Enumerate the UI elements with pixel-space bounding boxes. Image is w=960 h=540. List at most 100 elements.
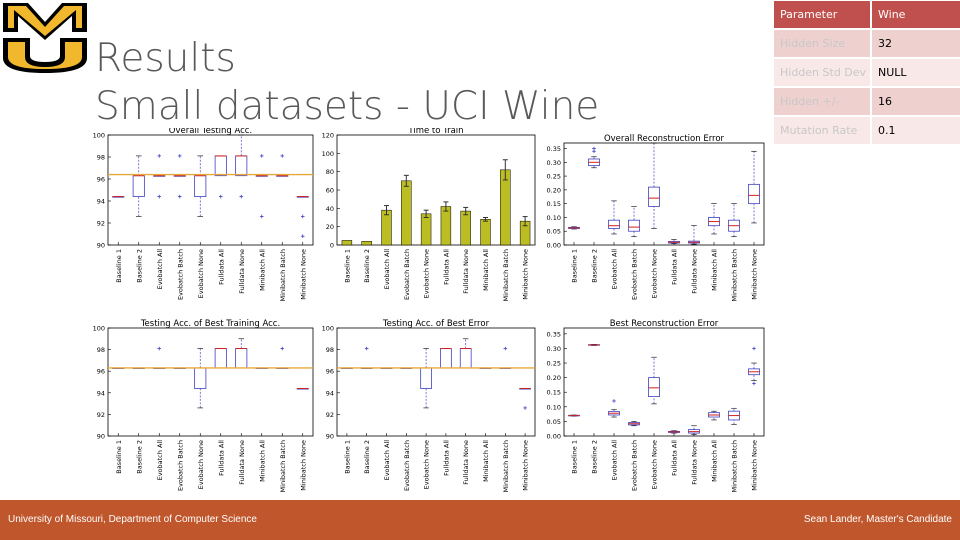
chart-title: Overall Reconstruction Error [604, 134, 725, 144]
x-tick-label: Evobatch Batch [631, 249, 639, 300]
y-tick-label: 100 [93, 132, 105, 140]
box-iqr [748, 183, 760, 205]
y-tick-label: 94 [326, 389, 334, 397]
chart-title: Overall Testing Acc. [169, 128, 252, 136]
x-tick-label: Fulldata All [671, 440, 679, 476]
box-iqr [628, 219, 640, 232]
x-tick-label: Minibatch Batch [279, 249, 287, 301]
x-tick-label: Evobatch None [651, 440, 659, 489]
x-tick-label: Baseline 1 [571, 440, 579, 474]
x-tick-label: Minibatch All [258, 249, 266, 291]
x-tick-label: Fulldata All [217, 249, 225, 285]
logo-u [3, 38, 87, 73]
x-tick-label: Minibatch Batch [731, 249, 739, 301]
x-tick-label: Minibatch Batch [731, 440, 739, 492]
chart-title: Testing Acc. of Best Training Acc. [140, 319, 280, 329]
parameter-key: Mutation Rate [774, 116, 871, 146]
time-bar [440, 206, 452, 246]
y-tick-label: 90 [97, 433, 105, 441]
time-bar [401, 180, 412, 246]
x-tick-label: Minibatch All [482, 440, 490, 482]
x-tick-label: Evobatch All [611, 249, 619, 290]
time-bar [480, 219, 491, 246]
y-tick-label: 0.10 [547, 403, 561, 411]
university-logo [3, 3, 87, 73]
footer-affiliation: University of Missouri, Department of Co… [8, 514, 257, 525]
plot-frame [107, 134, 314, 246]
x-tick-label: Evobatch None [651, 249, 659, 298]
slide-title: Results [95, 36, 236, 81]
y-tick-label: 94 [97, 389, 105, 397]
y-tick-label: 120 [322, 132, 334, 140]
x-tick-label: Fulldata All [217, 440, 225, 476]
x-tick-label: Minibatch None [522, 249, 530, 300]
x-tick-label: Minibatch Batch [279, 440, 287, 492]
chart-panel: Testing Acc. of Best Error 90 92 94 96 98 100 B… [322, 319, 536, 492]
x-tick-label: Fulldata None [691, 249, 699, 294]
y-tick-label: 0.05 [547, 228, 561, 236]
x-tick-label: Evobatch None [197, 249, 205, 298]
x-tick-label: Evobatch Batch [176, 249, 184, 300]
x-tick-label: Evobatch None [423, 440, 431, 489]
y-tick-label: 98 [97, 154, 105, 162]
y-tick-label: 92 [97, 220, 105, 228]
y-tick-label: 0.15 [547, 389, 561, 397]
x-tick-label: Minibatch None [522, 440, 530, 491]
plot-frame [336, 327, 536, 437]
time-bar [460, 210, 471, 246]
y-tick-label: 100 [322, 150, 334, 158]
parameter-key: Hidden +/- [774, 87, 871, 117]
time-bar [361, 241, 372, 246]
y-tick-label: 92 [97, 411, 105, 419]
results-figure: Overall Testing Acc. 90 92 94 96 98 100 Baselin… [90, 126, 773, 500]
y-tick-label: 0.25 [547, 360, 561, 368]
y-tick-label: 0 [330, 242, 334, 250]
x-tick-label: Evobatch Batch [403, 440, 411, 491]
x-tick-label: Minibatch Batch [502, 249, 510, 301]
chart-panel: Overall Testing Acc. 90 92 94 96 98 100 Baselin… [93, 126, 314, 301]
y-tick-label: 0.10 [547, 214, 561, 222]
x-tick-label: Minibatch All [258, 440, 266, 482]
x-tick-label: Evobatch All [383, 440, 391, 481]
chart-panel: Best Reconstruction Error 0.00 0.05 0.10 0.1… [547, 319, 765, 492]
footer-bar: University of Missouri, Department of Co… [0, 500, 960, 540]
x-tick-label: Minibatch All [711, 440, 719, 482]
y-tick-label: 100 [93, 325, 105, 333]
y-tick-label: 40 [326, 205, 334, 213]
y-tick-label: 0.00 [547, 242, 561, 250]
y-tick-label: 0.20 [547, 374, 561, 382]
time-bar [341, 240, 353, 246]
parameter-table-header: Parameter Wine [774, 1, 960, 30]
y-tick-label: 90 [97, 242, 105, 250]
y-tick-label: 96 [326, 368, 334, 376]
x-tick-label: Baseline 1 [343, 249, 351, 283]
footer-author: Sean Lander, Master's Candidate [803, 514, 952, 525]
x-tick-label: Fulldata None [238, 249, 246, 294]
x-tick-label: Baseline 1 [115, 440, 123, 474]
results-figure-svg: Overall Testing Acc. 90 92 94 96 98 100 Baselin… [93, 126, 765, 492]
x-tick-label: Minibatch None [751, 440, 759, 491]
y-tick-label: 98 [326, 346, 334, 354]
parameter-key: Hidden Std Dev [774, 58, 871, 88]
chart-title: Best Reconstruction Error [610, 319, 719, 329]
parameter-row: Hidden Size 32 [774, 29, 960, 59]
x-tick-label: Baseline 2 [363, 440, 371, 474]
y-tick-label: 96 [97, 368, 105, 376]
x-tick-label: Fulldata None [462, 440, 470, 485]
chart-panel: Time to Train 0 20 40 60 80 100 120 Baseline 1 Ba… [322, 126, 536, 301]
box-iqr [648, 377, 660, 397]
y-tick-label: 0.05 [547, 418, 561, 426]
parameter-row: Hidden Std Dev NULL [774, 58, 960, 88]
x-tick-label: Baseline 2 [363, 249, 371, 283]
y-tick-label: 0.00 [547, 433, 561, 441]
logo-m [3, 3, 87, 40]
x-tick-label: Minibatch None [299, 249, 307, 300]
parameter-key: Hidden Size [774, 29, 871, 59]
parameter-table: Parameter Wine Hidden Size 32 Hidden Std… [774, 1, 960, 146]
x-tick-label: Evobatch None [197, 440, 205, 489]
x-tick-label: Evobatch None [423, 249, 431, 298]
x-tick-label: Minibatch None [751, 249, 759, 300]
chart-title: Testing Acc. of Best Error [382, 319, 490, 329]
parameter-header-key: Parameter [774, 1, 871, 30]
time-bar [420, 213, 432, 246]
